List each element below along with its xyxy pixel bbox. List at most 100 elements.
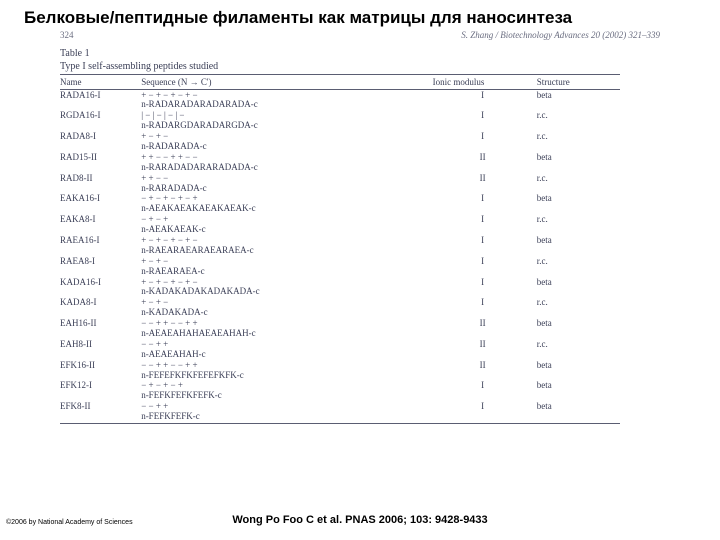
ionic-modulus: I xyxy=(433,215,537,236)
ionic-modulus: II xyxy=(433,339,537,360)
table-row: EAKA8-I− + − +n-AEAKAEAK-cIr.c. xyxy=(60,215,620,236)
ionic-modulus: I xyxy=(433,111,537,132)
peptide-sequence: + − + − + − + −n-RADARADARADARADA-c xyxy=(141,90,432,111)
page-number: 324 xyxy=(60,30,74,40)
table-row: RADA8-I+ − + −n-RADARADA-cIr.c. xyxy=(60,132,620,153)
structure: r.c. xyxy=(537,256,620,277)
ionic-modulus: I xyxy=(433,235,537,256)
sequence-text: n-AEAEAHAH-c xyxy=(141,350,428,360)
sequence-text: n-AEAKAEAKAEAKAEAK-c xyxy=(141,204,428,214)
ionic-modulus: II xyxy=(433,173,537,194)
peptide-name: RADA8-I xyxy=(60,132,141,153)
peptide-name: EFK8-II xyxy=(60,402,141,423)
table-row: RAEA16-I+ − + − + − + −n-RAEARAEARAEARAE… xyxy=(60,235,620,256)
col-str-header: Structure xyxy=(537,75,620,90)
col-name-header: Name xyxy=(60,75,141,90)
peptide-sequence: − + − + − +n-FEFKFEFKFEFK-c xyxy=(141,381,432,402)
peptide-name: EFK12-I xyxy=(60,381,141,402)
ionic-modulus: I xyxy=(433,402,537,423)
table-row: KADA16-I+ − + − + − + −n-KADAKADAKADAKAD… xyxy=(60,277,620,298)
ionic-modulus: I xyxy=(433,277,537,298)
structure: beta xyxy=(537,90,620,111)
structure: r.c. xyxy=(537,132,620,153)
structure: beta xyxy=(537,152,620,173)
peptide-sequence: | − | − | − | −n-RADARGDARADARGDA-c xyxy=(141,111,432,132)
table-row: EFK16-II− − + + − − + +n-FEFEFKFKFEFEFKF… xyxy=(60,360,620,381)
ionic-modulus: I xyxy=(433,381,537,402)
ionic-modulus: I xyxy=(433,90,537,111)
table-row: KADA8-I+ − + −n-KADAKADA-cIr.c. xyxy=(60,298,620,319)
table-row: EAH16-II− − + + − − + +n-AEAEAHAHAEAEAHA… xyxy=(60,319,620,340)
ionic-modulus: I xyxy=(433,132,537,153)
peptide-name: RAD8-II xyxy=(60,173,141,194)
peptide-name: RAEA16-I xyxy=(60,235,141,256)
peptide-sequence: − + − + − + − +n-AEAKAEAKAEAKAEAK-c xyxy=(141,194,432,215)
table-row: EFK8-II− − + +n-FEFKFEFK-cIbeta xyxy=(60,402,620,423)
structure: beta xyxy=(537,277,620,298)
peptide-sequence: + − + −n-KADAKADA-c xyxy=(141,298,432,319)
col-mod-header: Ionic modulus xyxy=(433,75,537,90)
peptide-name: EAKA8-I xyxy=(60,215,141,236)
ionic-modulus: I xyxy=(433,298,537,319)
structure: r.c. xyxy=(537,339,620,360)
peptides-table: Name Sequence (N → C') Ionic modulus Str… xyxy=(60,74,620,424)
sequence-text: n-FEFKFEFK-c xyxy=(141,412,428,422)
structure: r.c. xyxy=(537,173,620,194)
peptide-sequence: + − + −n-RADARADA-c xyxy=(141,132,432,153)
peptide-name: KADA8-I xyxy=(60,298,141,319)
peptide-sequence: + − + − + − + −n-RAEARAEARAEARAEA-c xyxy=(141,235,432,256)
table-row: RAEA8-I+ − + −n-RAEARAEA-cIr.c. xyxy=(60,256,620,277)
peptide-name: RGDA16-I xyxy=(60,111,141,132)
structure: beta xyxy=(537,319,620,340)
col-seq-header: Sequence (N → C') xyxy=(141,75,432,90)
table-label: Table 1 xyxy=(60,48,690,59)
peptide-name: RAEA8-I xyxy=(60,256,141,277)
sequence-text: n-AEAEAHAHAEAEAHAH-c xyxy=(141,329,428,339)
structure: beta xyxy=(537,235,620,256)
sequence-text: n-AEAKAEAK-c xyxy=(141,225,428,235)
sequence-text: n-KADAKADA-c xyxy=(141,308,428,318)
sequence-text: n-RAEARAEA-c xyxy=(141,267,428,277)
table-row: RADA16-I+ − + − + − + −n-RADARADARADARAD… xyxy=(60,90,620,111)
page-header: 324 S. Zhang / Biotechnology Advances 20… xyxy=(30,30,690,40)
peptide-sequence: + − + −n-RAEARAEA-c xyxy=(141,256,432,277)
ionic-modulus: I xyxy=(433,256,537,277)
ionic-modulus: II xyxy=(433,152,537,173)
sequence-text: n-RARADADARARADADA-c xyxy=(141,163,428,173)
peptide-sequence: − + − +n-AEAKAEAK-c xyxy=(141,215,432,236)
peptide-sequence: + + − − + + − −n-RARADADARARADADA-c xyxy=(141,152,432,173)
structure: r.c. xyxy=(537,215,620,236)
peptide-sequence: + + − −n-RARADADA-c xyxy=(141,173,432,194)
peptide-name: EAH8-II xyxy=(60,339,141,360)
footer: Wong Po Foo C et al. PNAS 2006; 103: 942… xyxy=(0,514,720,526)
structure: beta xyxy=(537,381,620,402)
table-row: EAH8-II− − + +n-AEAEAHAH-cIIr.c. xyxy=(60,339,620,360)
table-row: EAKA16-I− + − + − + − +n-AEAKAEAKAEAKAEA… xyxy=(60,194,620,215)
paper-page: 324 S. Zhang / Biotechnology Advances 20… xyxy=(30,30,690,480)
peptide-sequence: − − + +n-AEAEAHAH-c xyxy=(141,339,432,360)
journal-line: S. Zhang / Biotechnology Advances 20 (20… xyxy=(461,30,660,40)
sequence-text: n-RADARADARADARADA-c xyxy=(141,100,428,110)
ionic-modulus: II xyxy=(433,319,537,340)
peptide-sequence: − − + +n-FEFKFEFK-c xyxy=(141,402,432,423)
table-row: RAD8-II+ + − −n-RARADADA-cIIr.c. xyxy=(60,173,620,194)
slide-title: Белковые/пептидные филаменты как матрицы… xyxy=(24,8,572,28)
table-header-row: Name Sequence (N → C') Ionic modulus Str… xyxy=(60,75,620,90)
peptide-sequence: − − + + − − + +n-AEAEAHAHAEAEAHAH-c xyxy=(141,319,432,340)
structure: r.c. xyxy=(537,111,620,132)
copyright: ©2006 by National Academy of Sciences xyxy=(6,519,133,526)
ionic-modulus: I xyxy=(433,194,537,215)
structure: beta xyxy=(537,360,620,381)
sequence-text: n-FEFEFKFKFEFEFKFK-c xyxy=(141,371,428,381)
peptide-sequence: − − + + − − + +n-FEFEFKFKFEFEFKFK-c xyxy=(141,360,432,381)
structure: r.c. xyxy=(537,298,620,319)
table-row: RGDA16-I| − | − | − | −n-RADARGDARADARGD… xyxy=(60,111,620,132)
peptide-name: EAKA16-I xyxy=(60,194,141,215)
sequence-text: n-RARADADA-c xyxy=(141,184,428,194)
ionic-modulus: II xyxy=(433,360,537,381)
sequence-text: n-RADARADA-c xyxy=(141,142,428,152)
peptide-name: EFK16-II xyxy=(60,360,141,381)
table-row: RAD15-II+ + − − + + − −n-RARADADARARADAD… xyxy=(60,152,620,173)
sequence-text: n-RAEARAEARAEARAEA-c xyxy=(141,246,428,256)
peptide-name: RAD15-II xyxy=(60,152,141,173)
